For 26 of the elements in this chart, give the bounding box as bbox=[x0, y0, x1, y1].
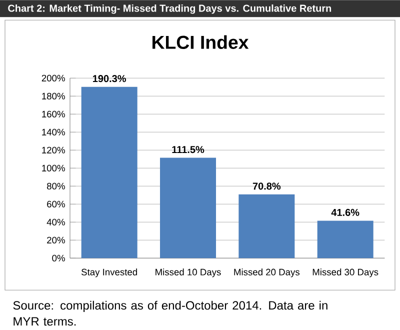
y-tick-label: 120% bbox=[42, 146, 65, 154]
source-note: Source: compilations as of end-October 2014. Data are in MYR terms. bbox=[13, 300, 328, 326]
y-tick-label: 0% bbox=[52, 254, 65, 262]
y-tick-label: 140% bbox=[42, 128, 65, 136]
y-tick-label: 200% bbox=[42, 74, 65, 82]
data-label: 111.5% bbox=[172, 146, 204, 154]
data-label: 190.3% bbox=[93, 74, 126, 82]
bar bbox=[81, 86, 138, 258]
y-tick-label: 180% bbox=[42, 92, 65, 100]
x-tick-label: Missed 10 Days bbox=[156, 268, 221, 278]
y-tick-label: 40% bbox=[46, 218, 65, 226]
y-tick-label: 80% bbox=[47, 182, 65, 190]
data-label: 70.8% bbox=[252, 182, 281, 190]
bar bbox=[317, 220, 374, 258]
bar bbox=[160, 158, 216, 258]
y-tick-label: 20% bbox=[47, 236, 65, 244]
x-tick-label: Stay Invested bbox=[81, 268, 137, 278]
data-label: 41.6% bbox=[331, 208, 360, 216]
chart-subtitle: KLCI Index bbox=[152, 35, 249, 49]
x-tick-label: Missed 20 Days bbox=[234, 268, 300, 278]
bar bbox=[238, 194, 295, 258]
y-tick-label: 100% bbox=[42, 164, 65, 172]
y-tick-label: 160% bbox=[42, 110, 65, 118]
y-tick-label: 60% bbox=[47, 200, 65, 208]
x-tick-label: Missed 30 Days bbox=[312, 268, 378, 278]
chart-title: Chart 2: Market Timing- Missed Trading Days vs. Cumulative Return bbox=[8, 4, 332, 14]
